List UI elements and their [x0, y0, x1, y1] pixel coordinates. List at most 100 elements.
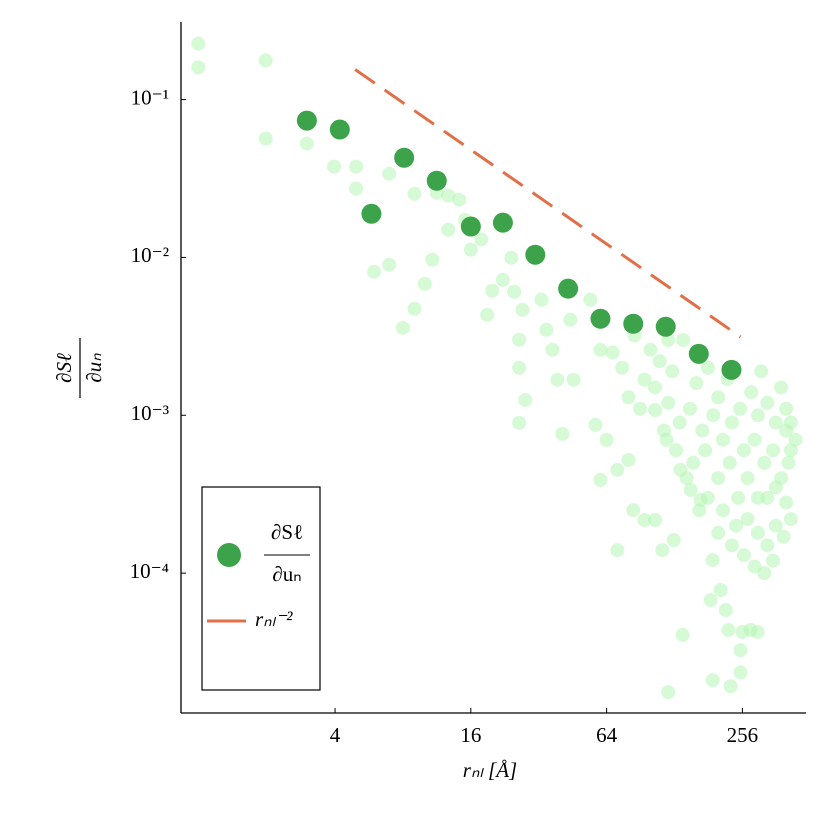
point [666, 533, 681, 548]
point [711, 525, 726, 540]
point [621, 452, 636, 467]
point [774, 380, 789, 395]
point [722, 455, 737, 470]
point [637, 372, 652, 387]
point [711, 471, 726, 486]
point [539, 322, 554, 337]
point [757, 566, 772, 581]
point [686, 455, 701, 470]
point [700, 490, 715, 505]
point [426, 170, 447, 191]
point [480, 307, 495, 322]
point [610, 543, 625, 558]
point [711, 390, 726, 405]
point [733, 665, 748, 680]
point [700, 360, 715, 375]
point [648, 402, 663, 417]
point [593, 342, 608, 357]
point [605, 345, 620, 360]
point [555, 426, 570, 441]
point [191, 36, 206, 51]
point [299, 136, 314, 151]
x-axis-label: rₙₗ [Å] [463, 758, 517, 782]
y-label-numerator: ∂Sℓ [52, 353, 76, 383]
point [545, 342, 560, 357]
point [327, 159, 342, 174]
point [721, 359, 742, 380]
point [648, 513, 663, 528]
point [648, 380, 663, 395]
point [723, 679, 738, 694]
point [382, 257, 397, 272]
reference-line [354, 68, 742, 339]
plot-area [191, 36, 803, 700]
point [296, 110, 317, 131]
point [750, 408, 765, 423]
point [460, 216, 481, 237]
point [706, 408, 721, 423]
point [441, 222, 456, 237]
point [718, 603, 733, 618]
point [750, 525, 765, 540]
point [599, 432, 614, 447]
y-label-denominator: ∂uₙ [82, 353, 106, 383]
point [779, 401, 794, 416]
point [395, 320, 410, 335]
point [518, 392, 533, 407]
point [349, 159, 364, 174]
point [258, 53, 273, 68]
point [733, 643, 748, 658]
point [566, 372, 581, 387]
point [716, 503, 731, 518]
legend-label-numerator: ∂Sℓ [271, 520, 303, 544]
point [463, 242, 478, 257]
point [367, 264, 382, 279]
point [407, 301, 422, 316]
point [729, 518, 744, 533]
point [768, 480, 783, 495]
point [621, 390, 636, 405]
point [558, 278, 579, 299]
point [655, 316, 676, 337]
point [733, 401, 748, 416]
x-tick-label: 256 [727, 723, 759, 747]
legend-label-denominator: ∂uₙ [272, 562, 301, 586]
point [382, 166, 397, 181]
point [731, 490, 746, 505]
point [626, 503, 641, 518]
point [776, 529, 791, 544]
point [760, 490, 775, 505]
point [441, 188, 456, 203]
x-tick-label: 16 [460, 723, 481, 747]
point [563, 312, 578, 327]
point [191, 60, 206, 75]
point [590, 308, 611, 329]
point [716, 432, 731, 447]
point [768, 415, 783, 430]
point [768, 518, 783, 533]
point [515, 302, 530, 317]
point [623, 313, 644, 334]
point [525, 244, 546, 265]
point [788, 432, 803, 447]
point [407, 186, 422, 201]
point [713, 582, 728, 597]
point [349, 181, 364, 196]
point [675, 627, 690, 642]
legend-label: rₙₗ⁻² [255, 607, 293, 631]
point [669, 443, 684, 458]
point [452, 192, 467, 207]
point [695, 423, 710, 438]
point [744, 385, 759, 400]
x-tick-label: 64 [596, 723, 618, 747]
point [593, 473, 608, 488]
point [652, 354, 667, 369]
point [698, 443, 713, 458]
point [655, 543, 670, 558]
point [705, 553, 720, 568]
point [688, 343, 709, 364]
y-axis-label: ∂Sℓ ∂uₙ [52, 338, 106, 398]
point [766, 443, 781, 458]
point [474, 232, 489, 247]
